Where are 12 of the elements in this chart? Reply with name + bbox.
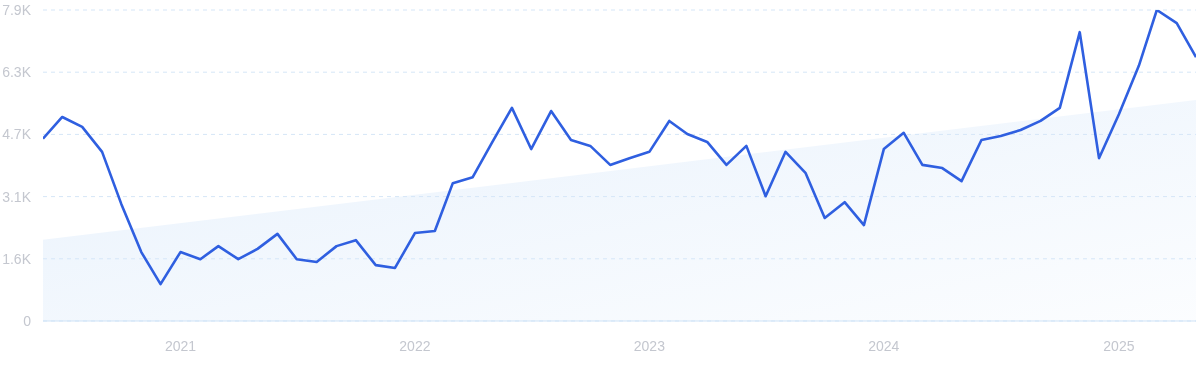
y-tick-label: 1.6K	[2, 250, 32, 267]
x-tick-label: 2022	[399, 337, 431, 354]
x-tick-label: 2023	[633, 337, 666, 354]
line-series	[43, 10, 1196, 286]
y-tick-label: 3.1K	[2, 188, 32, 205]
x-tick-label: 2025	[1103, 337, 1135, 354]
x-tick-label: 2021	[164, 337, 197, 354]
y-tick-label: 6.3K	[2, 64, 32, 81]
y-tick-label: 7.9K	[2, 1, 32, 18]
x-tick-label: 2024	[868, 337, 900, 354]
y-tick-label: 0	[23, 312, 32, 329]
y-tick-label: 4.7K	[2, 126, 32, 143]
